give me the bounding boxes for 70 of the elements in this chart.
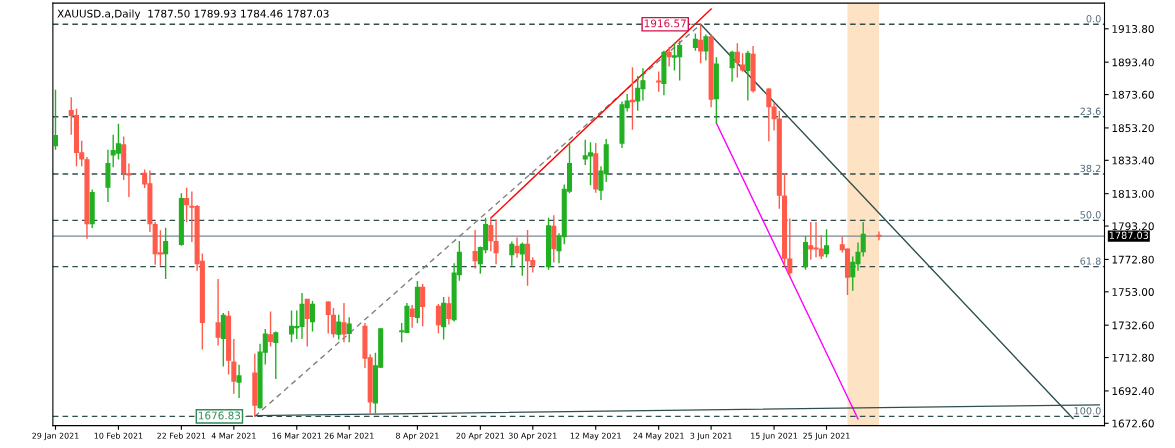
candlestick xyxy=(105,148,111,203)
candlestick xyxy=(734,42,740,79)
candlestick xyxy=(666,45,672,68)
candlestick xyxy=(472,229,478,270)
candlestick xyxy=(860,221,866,258)
annotation: 23.6 xyxy=(1080,107,1101,115)
y-tick-label: 1753.00 xyxy=(1112,288,1154,296)
annotation: 1676.83 xyxy=(198,411,241,420)
ref-line-label: 1787.03 xyxy=(1109,231,1149,239)
text: XAUUSD.a,Daily 1787.50 1789.93 1784.46 1787.03 xyxy=(57,9,329,20)
candlestick xyxy=(635,75,641,112)
annotation: 50.0 xyxy=(1080,211,1101,219)
candlestick xyxy=(740,52,746,73)
y-tick-label: 1793.20 xyxy=(1112,222,1154,231)
candlestick xyxy=(441,296,447,341)
annotation: 38.2 xyxy=(1080,164,1101,173)
candlestick xyxy=(215,278,221,347)
candlestick xyxy=(823,228,830,259)
candlestick xyxy=(52,89,59,151)
y-tick-label: 1813.00 xyxy=(1112,189,1154,198)
candlestick xyxy=(435,303,441,334)
candlestick xyxy=(236,364,242,399)
candlestick xyxy=(330,307,337,339)
candlestick xyxy=(409,304,415,329)
annotation: 100.0 xyxy=(1074,407,1101,415)
y-tick-label: 1873.60 xyxy=(1112,90,1154,99)
candlestick xyxy=(488,216,494,253)
candlestick xyxy=(729,50,735,83)
y-tick-label: 1893.40 xyxy=(1112,58,1154,67)
y-tick-label: 1732.60 xyxy=(1112,321,1154,330)
y-tick-label: 1913.80 xyxy=(1112,25,1154,33)
candlestick xyxy=(231,338,237,395)
candlestick xyxy=(163,227,169,280)
candlestick xyxy=(698,23,704,65)
candlestick xyxy=(551,214,557,264)
candlestick xyxy=(514,236,520,259)
candlestick xyxy=(304,298,310,348)
candlestick xyxy=(509,240,515,267)
candlestick xyxy=(336,314,342,341)
candlestick xyxy=(446,296,452,326)
candlestick xyxy=(703,33,709,62)
annotation: 0.0 xyxy=(1086,15,1101,23)
candlestick xyxy=(268,310,274,348)
candlestick xyxy=(341,302,347,343)
candlestick xyxy=(184,187,190,223)
y-tick-label: 1712.80 xyxy=(1112,353,1154,362)
candlestick xyxy=(346,316,352,343)
candlestick xyxy=(273,330,279,380)
annotation: 61.8 xyxy=(1080,257,1101,265)
candlestick xyxy=(325,300,331,335)
candlestick xyxy=(420,283,426,328)
candlestick xyxy=(656,70,662,93)
candlestick xyxy=(629,66,635,131)
candlestick xyxy=(309,300,316,333)
y-tick-label: 1853.20 xyxy=(1112,124,1154,133)
y-tick-label: 1833.40 xyxy=(1112,156,1154,165)
candlestick xyxy=(115,122,121,161)
candlestick xyxy=(525,229,531,287)
candlestick xyxy=(803,235,809,271)
candlestick xyxy=(288,309,295,343)
candlestick xyxy=(745,50,751,102)
candlestick xyxy=(587,141,594,186)
candlestick xyxy=(876,230,882,242)
y-tick-label: 1672.60 xyxy=(1112,419,1154,428)
candlestick xyxy=(220,312,226,368)
candlestick xyxy=(519,241,525,277)
candlestick xyxy=(493,218,499,265)
annotation: 1916.57 xyxy=(644,19,686,28)
y-tick-label: 1772.80 xyxy=(1112,255,1154,264)
y-tick-label: 1692.40 xyxy=(1112,387,1154,396)
